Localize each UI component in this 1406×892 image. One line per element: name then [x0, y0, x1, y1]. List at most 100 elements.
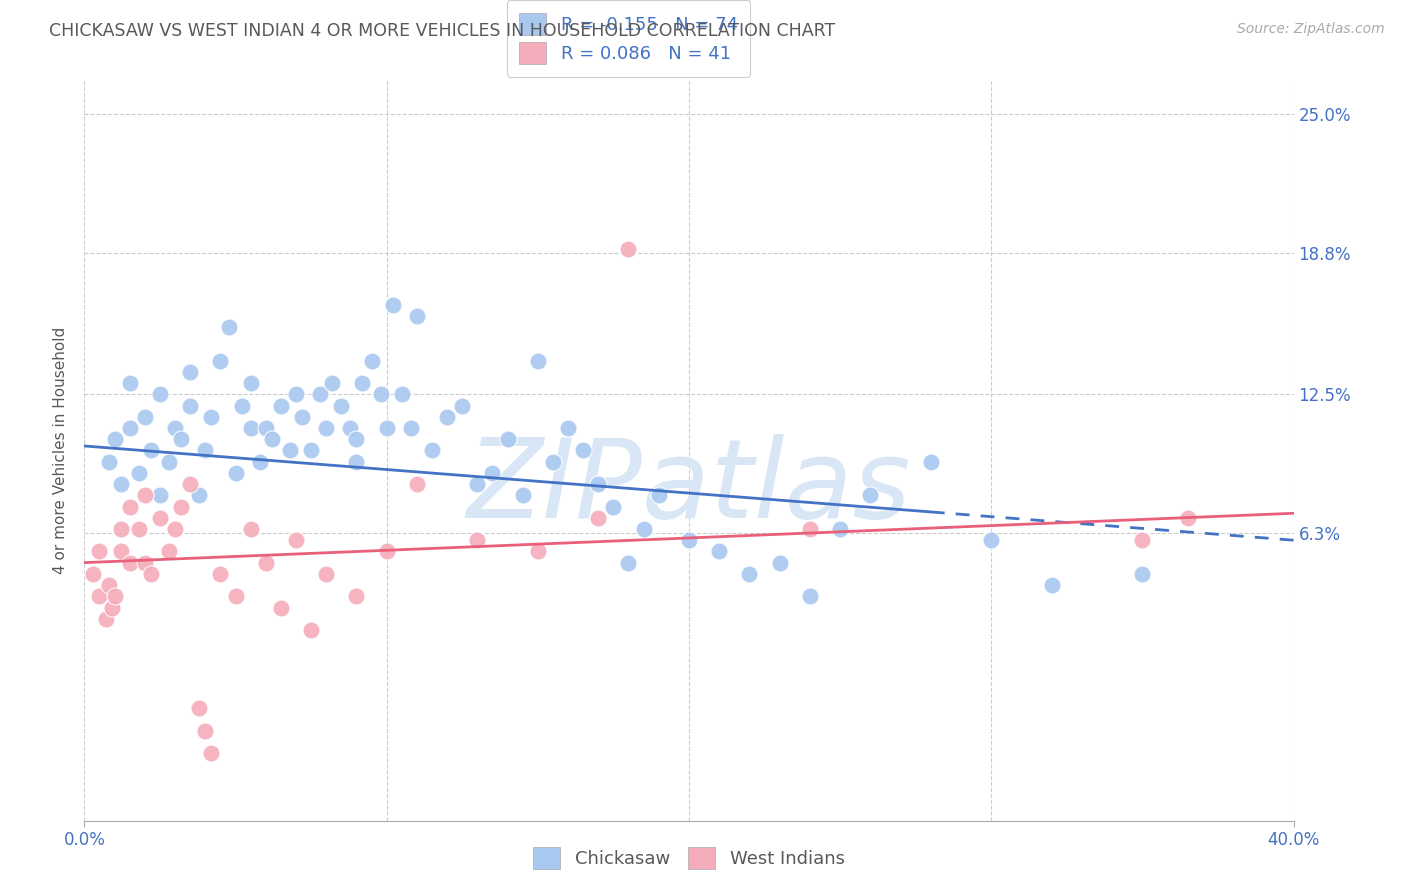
Point [149, 387, 172, 401]
Point [799, 589, 821, 603]
Point [299, 443, 322, 458]
Y-axis label: 4 or more Vehicles in Household: 4 or more Vehicles in Household [53, 326, 69, 574]
Point [149, 488, 172, 502]
Point [239, 376, 262, 391]
Point [370, 387, 392, 401]
Point [82, 566, 104, 581]
Point [315, 566, 337, 581]
Point [588, 477, 610, 491]
Point [420, 443, 443, 458]
Point [209, 353, 232, 368]
Legend: Chickasaw, West Indians: Chickasaw, West Indians [524, 838, 853, 879]
Point [527, 544, 550, 558]
Point [249, 455, 271, 469]
Point [170, 500, 193, 514]
Point [1132, 533, 1154, 548]
Point [406, 477, 429, 491]
Point [602, 500, 624, 514]
Point [299, 623, 322, 637]
Point [134, 488, 156, 502]
Text: Source: ZipAtlas.com: Source: ZipAtlas.com [1237, 22, 1385, 37]
Point [270, 399, 292, 413]
Point [170, 432, 193, 446]
Point [541, 455, 564, 469]
Point [157, 544, 180, 558]
Point [309, 387, 332, 401]
Text: CHICKASAW VS WEST INDIAN 4 OR MORE VEHICLES IN HOUSEHOLD CORRELATION CHART: CHICKASAW VS WEST INDIAN 4 OR MORE VEHIC… [49, 22, 835, 40]
Point [381, 298, 404, 312]
Point [799, 522, 821, 536]
Point [352, 376, 374, 391]
Point [225, 589, 247, 603]
Point [375, 421, 398, 435]
Point [315, 421, 337, 435]
Point [496, 432, 519, 446]
Point [157, 455, 180, 469]
Point [188, 701, 211, 715]
Point [139, 566, 162, 581]
Point [110, 544, 132, 558]
Point [557, 421, 579, 435]
Point [97, 455, 120, 469]
Point [270, 600, 292, 615]
Point [165, 522, 187, 536]
Point [134, 409, 156, 424]
Point [617, 556, 640, 570]
Point [467, 533, 489, 548]
Point [94, 612, 117, 626]
Point [89, 544, 111, 558]
Point [118, 421, 141, 435]
Point [278, 443, 301, 458]
Point [451, 399, 474, 413]
Point [1040, 578, 1063, 592]
Point [648, 488, 671, 502]
Point [527, 353, 550, 368]
Point [980, 533, 1002, 548]
Point [239, 522, 262, 536]
Point [572, 443, 595, 458]
Point [200, 409, 222, 424]
Point [588, 510, 610, 524]
Point [339, 421, 361, 435]
Point [830, 522, 852, 536]
Point [481, 466, 503, 480]
Text: ZIPatlas: ZIPatlas [467, 434, 911, 541]
Point [97, 578, 120, 592]
Point [134, 556, 156, 570]
Point [391, 387, 413, 401]
Point [225, 466, 247, 480]
Point [218, 320, 240, 334]
Point [194, 723, 217, 738]
Point [231, 399, 253, 413]
Point [346, 589, 368, 603]
Point [239, 421, 262, 435]
Point [200, 747, 222, 761]
Point [330, 399, 353, 413]
Point [399, 421, 422, 435]
Point [375, 544, 398, 558]
Point [859, 488, 882, 502]
Point [1132, 566, 1154, 581]
Point [118, 556, 141, 570]
Point [1177, 510, 1199, 524]
Point [291, 409, 314, 424]
Point [678, 533, 700, 548]
Point [285, 533, 308, 548]
Point [360, 353, 382, 368]
Point [709, 544, 731, 558]
Point [139, 443, 162, 458]
Point [118, 376, 141, 391]
Point [346, 432, 368, 446]
Point [104, 589, 127, 603]
Point [254, 556, 277, 570]
Point [436, 409, 458, 424]
Point [260, 432, 283, 446]
Point [346, 455, 368, 469]
Point [194, 443, 217, 458]
Point [110, 477, 132, 491]
Point [179, 399, 201, 413]
Point [128, 466, 150, 480]
Point [512, 488, 534, 502]
Point [89, 589, 111, 603]
Point [467, 477, 489, 491]
